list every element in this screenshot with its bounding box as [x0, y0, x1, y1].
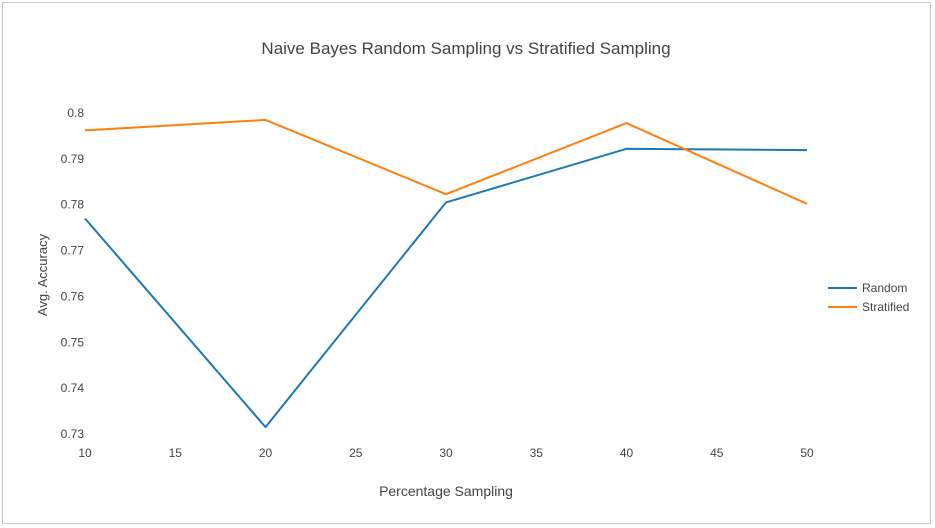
y-tick-label: 0.78 [61, 198, 85, 212]
x-tick-label: 50 [800, 446, 814, 460]
series-line-stratified [84, 118, 808, 205]
series-line-random [84, 147, 808, 429]
y-axis-label: Avg. Accuracy [35, 233, 50, 316]
y-tick-label: 0.74 [61, 381, 85, 395]
y-tick-label: 0.75 [61, 335, 85, 349]
x-axis-label: Percentage Sampling [379, 483, 513, 499]
y-tick-label: 0.79 [61, 152, 85, 166]
x-tick-label: 45 [710, 446, 724, 460]
legend-label: Random [862, 281, 907, 295]
y-tick-label: 0.77 [61, 244, 85, 258]
x-tick-label: 35 [530, 446, 544, 460]
legend-label: Stratified [862, 300, 909, 314]
y-tick-label: 0.76 [61, 289, 85, 303]
x-tick-label: 30 [439, 446, 453, 460]
y-axis-ticks: 0.73 0.74 0.75 0.76 0.77 0.78 0.79 0.8 [61, 106, 85, 441]
x-tick-label: 25 [349, 446, 363, 460]
legend-item-stratified[interactable]: Stratified [828, 300, 909, 314]
legend-item-random[interactable]: Random [828, 281, 907, 295]
x-tick-label: 15 [169, 446, 183, 460]
y-tick-label: 0.73 [61, 427, 85, 441]
legend[interactable]: Random Stratified [828, 281, 909, 314]
x-axis-ticks: 10 15 20 25 30 35 40 45 50 [78, 446, 814, 460]
chart-title: Naive Bayes Random Sampling vs Stratifie… [261, 39, 670, 58]
series-lines [84, 118, 808, 429]
x-tick-label: 20 [259, 446, 273, 460]
y-tick-label: 0.8 [67, 106, 84, 120]
x-tick-label: 40 [620, 446, 634, 460]
x-tick-label: 10 [78, 446, 92, 460]
